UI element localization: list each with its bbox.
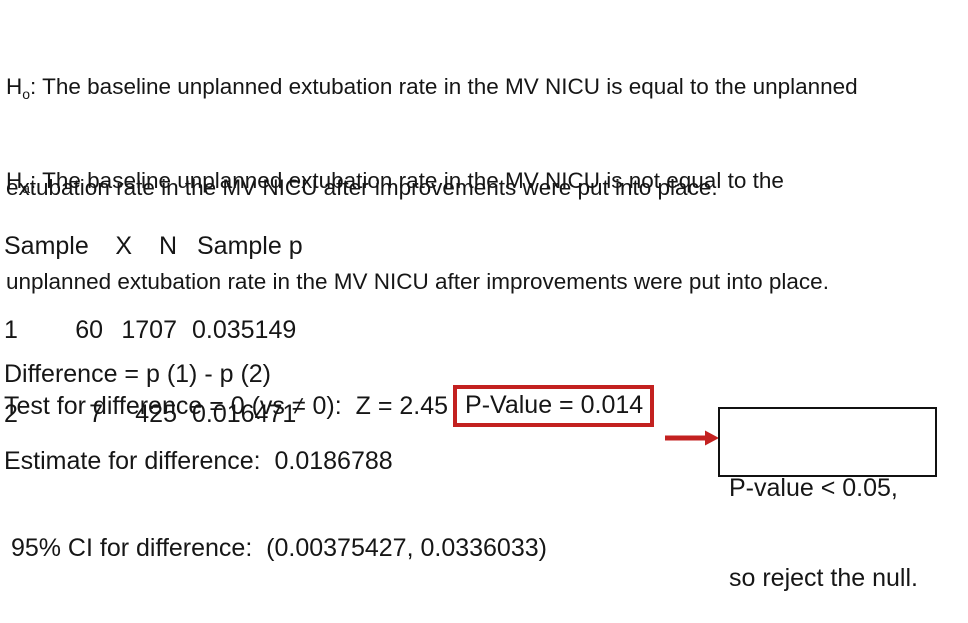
alt-hypothesis-line2: unplanned extubation rate in the MV NICU… [6, 269, 829, 294]
table-cell-sample: 2 [4, 400, 18, 428]
p-value-highlight-box: P-Value = 0.014 [453, 385, 655, 427]
ha-subscript: a [22, 180, 31, 196]
table-cell-n: 1707 [121, 316, 177, 344]
table-row: 2 7 425 0.016471 [4, 400, 524, 428]
alt-hypothesis-line1: Ha: The baseline unplanned extubation ra… [6, 165, 829, 204]
null-hypothesis-paragraph: Ho: The baseline unplanned extubation ra… [6, 9, 858, 234]
test-statistic-text: Test for difference = 0 (vs ≠ 0): Z = 2.… [4, 391, 449, 420]
table-header-n: N [158, 232, 177, 260]
ci-line: 95% CI for difference: (0.00375427, 0.03… [4, 534, 547, 562]
annotation-line1: P-value < 0.05, [729, 474, 898, 502]
table-row: 1 60 1707 0.035149 [4, 316, 524, 344]
estimate-line: Estimate for difference: 0.0186788 [4, 447, 393, 475]
null-hypothesis-line2: extubation rate in the MV NICU after imp… [6, 175, 718, 200]
h0-subscript: o [22, 86, 31, 102]
null-hypothesis-line1: Ho: The baseline unplanned extubation ra… [6, 71, 858, 110]
table-cell-sample-p: 0.016471 [192, 400, 297, 428]
ha-symbol: H [6, 168, 23, 193]
table-cell-sample: 1 [4, 316, 18, 344]
alternative-hypothesis-paragraph: Ha: The baseline unplanned extubation ra… [6, 103, 829, 328]
h0-text-line1: : The baseline unplanned extubation rate… [30, 74, 858, 99]
stats-block: Difference = p (1) - p (2) Estimate for … [4, 302, 547, 592]
sample-table: Sample X N Sample p 1 60 1707 0.035149 2… [4, 176, 524, 456]
table-cell-x: 60 [75, 316, 103, 344]
red-right-arrow-icon [665, 430, 719, 446]
h0-symbol: H [6, 74, 23, 99]
annotation-box: P-value < 0.05, so reject the null. [718, 407, 937, 592]
table-cell-x: 7 [89, 400, 103, 428]
table-header-x: X [115, 232, 132, 260]
table-header-sample-p: Sample p [197, 232, 303, 260]
table-header-row: Sample X N Sample p [4, 232, 524, 260]
ha-text-line1: : The baseline unplanned extubation rate… [30, 168, 784, 193]
table-header-sample: Sample [4, 232, 89, 260]
difference-line: Difference = p (1) - p (2) [4, 360, 272, 388]
table-cell-sample-p: 0.035149 [192, 316, 297, 344]
p-value-text: P-Value = 0.014 [465, 391, 644, 419]
annotation-line2: so reject the null. [729, 564, 918, 592]
table-cell-n: 425 [135, 400, 177, 428]
test-line: Test for difference = 0 (vs ≠ 0): Z = 2.… [4, 385, 655, 427]
